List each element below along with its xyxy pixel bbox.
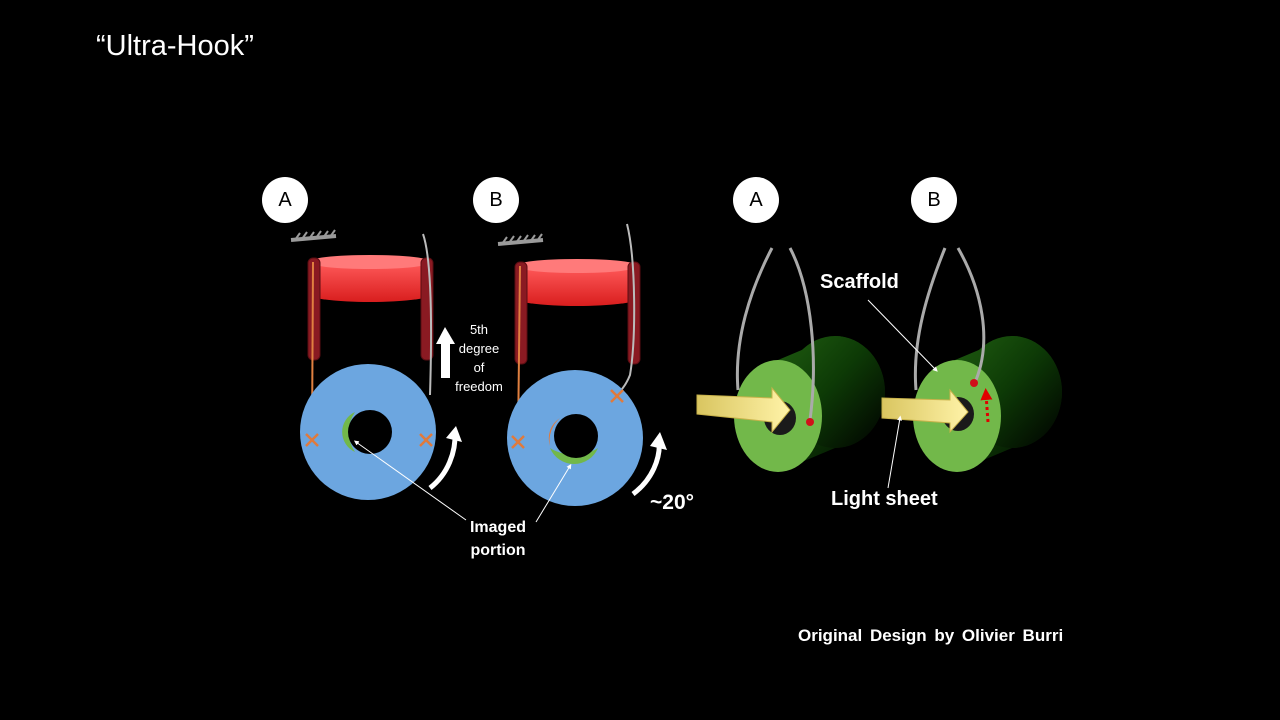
wire xyxy=(788,247,815,421)
cross-mark-icon xyxy=(610,389,624,403)
fifth-degree-line: of xyxy=(473,360,485,375)
assembly-a-left xyxy=(290,229,462,500)
badge-b-right: B xyxy=(911,177,957,223)
wire xyxy=(616,223,636,395)
red-dotted-arrow xyxy=(980,388,993,423)
light-sheet-label: Light sheet xyxy=(831,488,938,510)
sample-ring xyxy=(507,370,643,506)
cross-mark-icon xyxy=(511,435,525,449)
light-sheet-arrow xyxy=(696,386,791,434)
imaged-portion-line: portion xyxy=(470,542,526,559)
credit-text: Original Design by Olivier Burri xyxy=(798,626,1064,645)
wire xyxy=(735,247,774,391)
angle-label: ~20° xyxy=(650,491,695,514)
rotation-arrow-head xyxy=(650,432,667,450)
left-post xyxy=(514,261,528,365)
sample-ring xyxy=(300,364,436,500)
wire xyxy=(422,233,433,396)
page-title: “Ultra-Hook” xyxy=(96,30,254,62)
red-cylinder xyxy=(308,255,432,302)
scaffold-a xyxy=(696,247,885,472)
wire xyxy=(956,247,986,381)
up-arrow-icon xyxy=(436,327,455,378)
imaged-portion-line: Imaged xyxy=(469,519,526,536)
fifth-degree-line: degree xyxy=(458,341,500,356)
rotation-arrow-head xyxy=(446,426,462,442)
pointer-line xyxy=(535,463,572,523)
assembly-b-left xyxy=(497,223,667,506)
red-cylinder xyxy=(515,259,639,306)
light-sheet-pointer xyxy=(887,415,903,489)
scaffold-pointer xyxy=(867,299,938,372)
light-sheet-arrow xyxy=(881,388,969,434)
hook-mount-icon xyxy=(290,229,337,242)
wire xyxy=(913,247,947,391)
badge-b-left: B xyxy=(473,177,519,223)
badge-a-left: A xyxy=(262,177,308,223)
cross-mark-icon xyxy=(305,433,319,447)
left-post xyxy=(307,257,321,361)
hook-mount-icon xyxy=(497,233,544,246)
scaffold-b xyxy=(881,247,1062,472)
pointer-line xyxy=(353,440,467,521)
cross-mark-icon xyxy=(419,433,433,447)
badge-a-right: A xyxy=(733,177,779,223)
fifth-degree-line: 5th xyxy=(469,322,489,337)
marker-dot xyxy=(970,379,978,387)
marker-dot xyxy=(806,418,814,426)
imaged-portion-label: Imaged portion xyxy=(458,516,538,562)
fifth-degree-line: freedom xyxy=(455,379,503,394)
fifth-degree-label: 5th degree of freedom xyxy=(448,320,510,396)
scaffold-label: Scaffold xyxy=(820,271,899,293)
